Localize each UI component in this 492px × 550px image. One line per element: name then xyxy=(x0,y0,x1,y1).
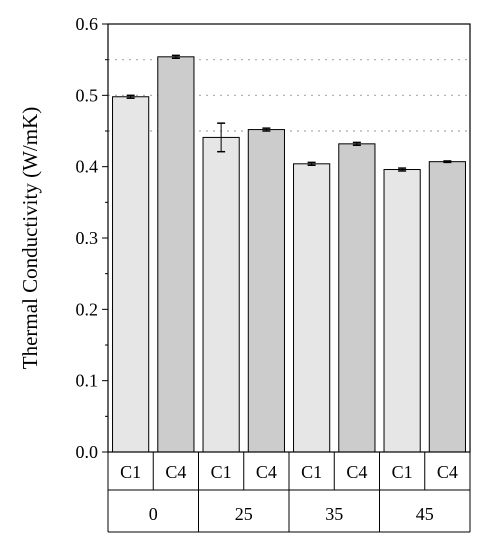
error-bar-45-C1 xyxy=(398,167,407,172)
y-tick-label: 0.3 xyxy=(76,228,99,248)
bar-25-C4 xyxy=(247,129,285,453)
error-bar-0-C4 xyxy=(171,54,180,59)
error-bar-35-C4 xyxy=(352,141,361,147)
bar-0-C4 xyxy=(157,56,195,453)
category-table: C1 C4 0 C1 C4 25 C1 C4 35 C1 C4 45 xyxy=(107,452,471,533)
y-tick-label: 0.1 xyxy=(76,371,99,391)
bar-label: C1 xyxy=(301,462,322,482)
bar-0-C1 xyxy=(112,96,150,453)
group-label: 0 xyxy=(149,504,158,524)
bar-label: C1 xyxy=(120,462,141,482)
error-bar-25-C1 xyxy=(217,122,226,153)
bar-25-C1 xyxy=(202,136,240,453)
bar-label: C1 xyxy=(392,462,413,482)
bar-label: C1 xyxy=(211,462,232,482)
gridlines xyxy=(108,59,470,132)
y-tick-label: 0.4 xyxy=(76,157,99,177)
group-label: 25 xyxy=(235,504,253,524)
error-bar-45-C4 xyxy=(443,160,452,164)
error-bar-0-C1 xyxy=(126,94,135,99)
group-label: 35 xyxy=(325,504,343,524)
bars xyxy=(112,54,466,453)
bar-35-C4 xyxy=(338,143,376,453)
bar-label: C4 xyxy=(165,462,186,482)
bar-label: C4 xyxy=(437,462,458,482)
bar-label: C4 xyxy=(346,462,367,482)
y-tick-label: 0.6 xyxy=(76,14,99,34)
bar-45-C4 xyxy=(428,161,466,453)
y-tick-label: 0.2 xyxy=(76,299,99,319)
error-bar-35-C1 xyxy=(307,161,316,166)
bar-45-C1 xyxy=(383,169,421,453)
error-bar-25-C4 xyxy=(262,127,271,132)
y-axis-title: Thermal Conductivity (W/mK) xyxy=(18,107,42,369)
y-tick-label: 0.5 xyxy=(76,85,99,105)
bar-35-C1 xyxy=(293,163,331,453)
y-tick-label: 0.0 xyxy=(76,442,99,462)
bar-label: C4 xyxy=(256,462,277,482)
group-label: 45 xyxy=(416,504,434,524)
